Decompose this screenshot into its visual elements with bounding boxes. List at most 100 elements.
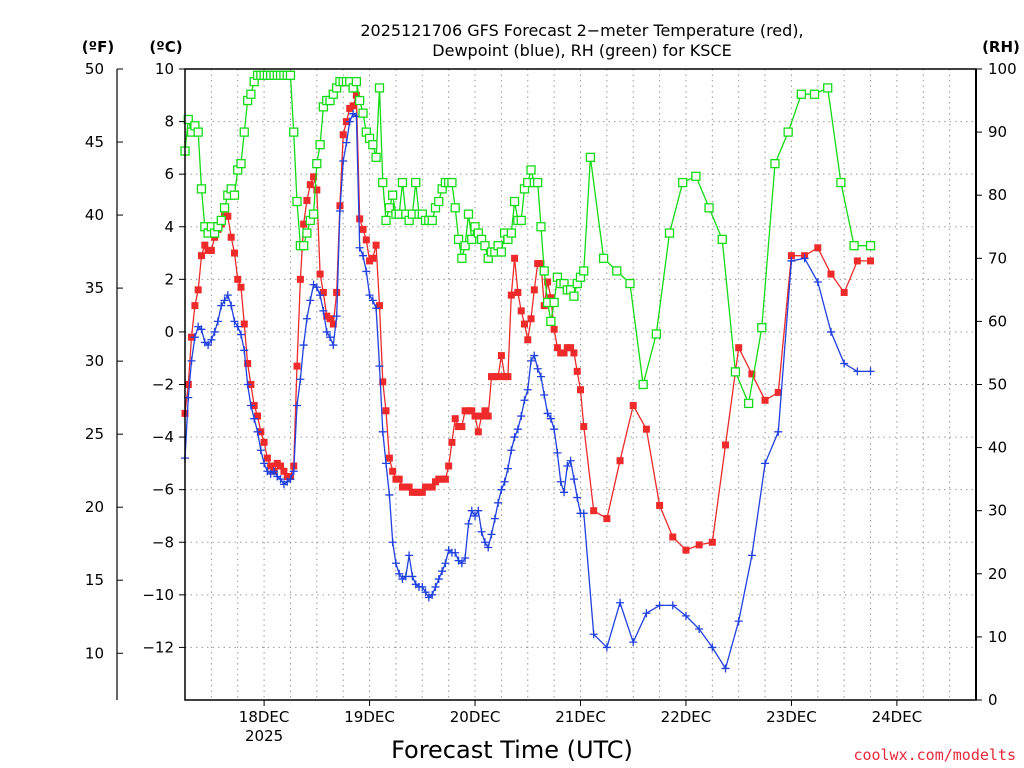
- relative-humidity-point: [691, 171, 701, 181]
- relative-humidity-point: [388, 190, 398, 200]
- dewpoint-point: [787, 256, 796, 265]
- dewpoint-point: [375, 362, 384, 371]
- dewpoint-point: [441, 559, 450, 568]
- dewpoint-point: [217, 301, 226, 310]
- celsius-tick-label: −8: [152, 533, 174, 551]
- dewpoint-point: [681, 611, 690, 620]
- relative-humidity-point: [384, 203, 395, 213]
- relative-humidity-point: [378, 177, 388, 188]
- dewpoint-point: [602, 643, 611, 652]
- relative-humidity-point: [823, 83, 833, 93]
- dewpoint-point: [840, 359, 849, 368]
- dewpoint-point: [438, 567, 447, 576]
- fahrenheit-tick-label: 10: [85, 644, 104, 662]
- temperature-point: [642, 425, 650, 433]
- relative-humidity-point: [480, 241, 490, 251]
- relative-humidity-point: [664, 228, 675, 238]
- temperature-point: [352, 91, 360, 99]
- relative-humidity-point: [302, 228, 312, 238]
- dewpoint-point: [319, 306, 328, 315]
- relative-humidity-point: [315, 140, 325, 150]
- relative-humidity-point: [743, 398, 754, 409]
- temperature-point: [507, 291, 515, 299]
- temperature-point: [375, 302, 383, 310]
- dewpoint-point: [342, 138, 351, 147]
- fahrenheit-tick-label: 50: [85, 60, 104, 78]
- dewpoint-point: [800, 254, 809, 263]
- dewpoint-point: [533, 364, 542, 373]
- dewpoint-point: [227, 301, 236, 310]
- relative-humidity-point: [730, 367, 741, 377]
- dewpoint-point: [378, 427, 387, 436]
- temperature-point: [471, 412, 479, 420]
- dewpoint-point: [312, 283, 321, 292]
- dewpoint-point: [220, 296, 229, 305]
- temperature-point: [445, 462, 453, 470]
- temperature-point: [191, 302, 199, 310]
- temperature-point: [481, 407, 489, 415]
- relative-humidity-point: [651, 329, 661, 339]
- relative-humidity-point: [796, 89, 806, 99]
- relative-humidity-point: [678, 177, 688, 188]
- temperature-point: [603, 515, 611, 523]
- temperature-point: [267, 462, 275, 470]
- temperature-point: [382, 407, 390, 415]
- temperature-point: [787, 252, 795, 260]
- fahrenheit-tick-label: 40: [85, 206, 104, 224]
- dewpoint-point: [405, 551, 414, 560]
- dewpoint-point: [260, 459, 269, 468]
- dewpoint-point: [253, 427, 262, 436]
- x-tick-label: 22DEC: [661, 708, 712, 726]
- temperature-point: [280, 467, 288, 475]
- temperature-point: [339, 131, 347, 139]
- dewpoint-point: [826, 327, 835, 336]
- temperature-point: [827, 270, 835, 278]
- dewpoint-point: [494, 498, 503, 507]
- credit-text: coolwx.com/modelts: [853, 746, 1016, 764]
- celsius-tick-label: 8: [164, 113, 174, 131]
- dewpoint-point: [579, 509, 588, 518]
- temperature-point: [520, 320, 528, 328]
- relative-humidity-point: [292, 196, 302, 207]
- temperature-point: [451, 415, 459, 423]
- dewpoint-point: [322, 327, 331, 336]
- dewpoint-point: [329, 341, 338, 350]
- temperature-point: [418, 488, 426, 496]
- dewpoint-point: [497, 485, 506, 494]
- temperature-point: [570, 349, 578, 357]
- x-tick-label: 18DEC: [239, 708, 290, 726]
- dewpoint-point: [668, 601, 677, 610]
- relative-humidity-point: [638, 379, 648, 390]
- rh-axis-unit: (RH): [982, 38, 1020, 56]
- relative-humidity-point: [770, 158, 780, 169]
- temperature-point: [194, 286, 202, 294]
- dewpoint-point: [655, 601, 664, 610]
- dewpoint-point: [299, 341, 308, 350]
- rh-tick-label: 10: [988, 628, 1007, 646]
- dewpoint-point: [332, 312, 341, 321]
- relative-humidity-point: [368, 140, 378, 150]
- temperature-point: [237, 283, 245, 291]
- relative-humidity-point: [463, 209, 474, 219]
- relative-humidity-point: [246, 89, 256, 99]
- temperature-point: [590, 507, 598, 515]
- dewpoint-point: [316, 291, 325, 300]
- temperature-point: [682, 546, 690, 554]
- temperature-point: [316, 270, 324, 278]
- dewpoint-point: [243, 380, 252, 389]
- temperature-point: [478, 412, 486, 420]
- temperature-point: [244, 359, 252, 367]
- relative-humidity-point: [358, 108, 368, 118]
- celsius-tick-label: −4: [152, 428, 174, 446]
- dewpoint-point: [408, 572, 417, 581]
- dewpoint-series: [181, 109, 875, 673]
- relative-humidity-point: [312, 158, 322, 169]
- celsius-tick-label: 6: [164, 165, 174, 183]
- relative-humidity-point: [516, 215, 526, 226]
- temperature-point: [748, 370, 756, 378]
- temperature-point: [260, 438, 268, 446]
- relative-humidity-point: [229, 190, 240, 200]
- relative-humidity-series: [180, 70, 876, 409]
- temperature-point: [306, 181, 314, 189]
